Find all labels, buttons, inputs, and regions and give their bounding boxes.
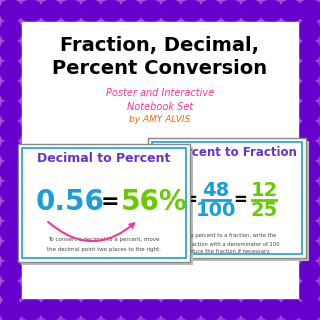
Text: Fraction, Decimal,: Fraction, Decimal, [60,36,260,54]
Circle shape [80,0,102,22]
Circle shape [200,298,222,320]
Circle shape [40,0,62,22]
Text: Poster and Interactive: Poster and Interactive [106,88,214,98]
Circle shape [260,0,282,22]
Circle shape [298,60,320,82]
Circle shape [298,200,320,222]
Circle shape [0,0,22,22]
Circle shape [180,0,202,22]
Circle shape [0,298,22,320]
Circle shape [0,100,22,122]
Circle shape [0,160,22,182]
Circle shape [298,140,320,162]
Circle shape [298,300,320,320]
Circle shape [260,298,282,320]
Circle shape [100,298,122,320]
Circle shape [298,160,320,182]
Text: 0.56: 0.56 [36,188,104,216]
Text: 25: 25 [250,202,278,220]
Text: Notebook Set: Notebook Set [127,102,193,112]
Circle shape [0,260,22,282]
Circle shape [0,20,22,42]
Text: =: = [101,192,119,212]
Circle shape [0,0,22,22]
Circle shape [160,298,182,320]
Circle shape [120,0,142,22]
Circle shape [120,298,142,320]
Circle shape [160,0,182,22]
Circle shape [140,298,162,320]
Circle shape [298,100,320,122]
Circle shape [298,260,320,282]
Circle shape [300,0,320,22]
Text: by AMY ALVIS: by AMY ALVIS [129,116,191,124]
Text: as a fraction with a denominator of 100: as a fraction with a denominator of 100 [175,242,279,246]
Circle shape [300,298,320,320]
Circle shape [298,220,320,242]
FancyArrowPatch shape [48,222,134,241]
Text: 100: 100 [196,202,236,220]
Text: Decimal to Percent: Decimal to Percent [37,151,171,164]
FancyBboxPatch shape [21,147,193,265]
FancyBboxPatch shape [22,22,298,298]
Circle shape [298,280,320,302]
Text: ercent to Fraction: ercent to Fraction [178,146,296,158]
Circle shape [180,298,202,320]
Text: 48: 48 [202,180,230,199]
Circle shape [280,0,302,22]
Text: 8%: 8% [154,190,190,210]
Circle shape [0,80,22,102]
Circle shape [298,0,320,22]
Text: To convert a decimal to a percent, move: To convert a decimal to a percent, move [48,237,160,243]
Circle shape [0,200,22,222]
Circle shape [220,298,242,320]
Text: 12: 12 [250,180,278,199]
Circle shape [200,0,222,22]
FancyBboxPatch shape [148,138,306,258]
Circle shape [298,180,320,202]
Text: 56%: 56% [121,188,187,216]
Text: the decimal point two places to the right.: the decimal point two places to the righ… [47,246,161,252]
Text: =: = [183,191,197,209]
Circle shape [0,240,22,262]
Circle shape [220,0,242,22]
Circle shape [0,220,22,242]
Circle shape [0,280,22,302]
Circle shape [0,300,22,320]
Circle shape [0,180,22,202]
Circle shape [0,60,22,82]
FancyBboxPatch shape [151,141,309,261]
Circle shape [298,120,320,142]
Text: vert a percent to a fraction, write the: vert a percent to a fraction, write the [178,234,276,238]
Circle shape [20,0,42,22]
Circle shape [0,40,22,62]
Circle shape [40,298,62,320]
FancyBboxPatch shape [18,144,190,262]
Circle shape [60,298,82,320]
Circle shape [298,80,320,102]
Text: Reduce the fraction if necessary.: Reduce the fraction if necessary. [184,250,270,254]
Circle shape [0,120,22,142]
Circle shape [240,0,262,22]
Text: =: = [233,191,247,209]
Circle shape [100,0,122,22]
Circle shape [298,20,320,42]
Circle shape [140,0,162,22]
Circle shape [80,298,102,320]
Circle shape [0,140,22,162]
Circle shape [280,298,302,320]
Circle shape [298,40,320,62]
Text: Percent Conversion: Percent Conversion [52,59,268,77]
Circle shape [20,298,42,320]
Circle shape [240,298,262,320]
Circle shape [60,0,82,22]
Circle shape [298,240,320,262]
